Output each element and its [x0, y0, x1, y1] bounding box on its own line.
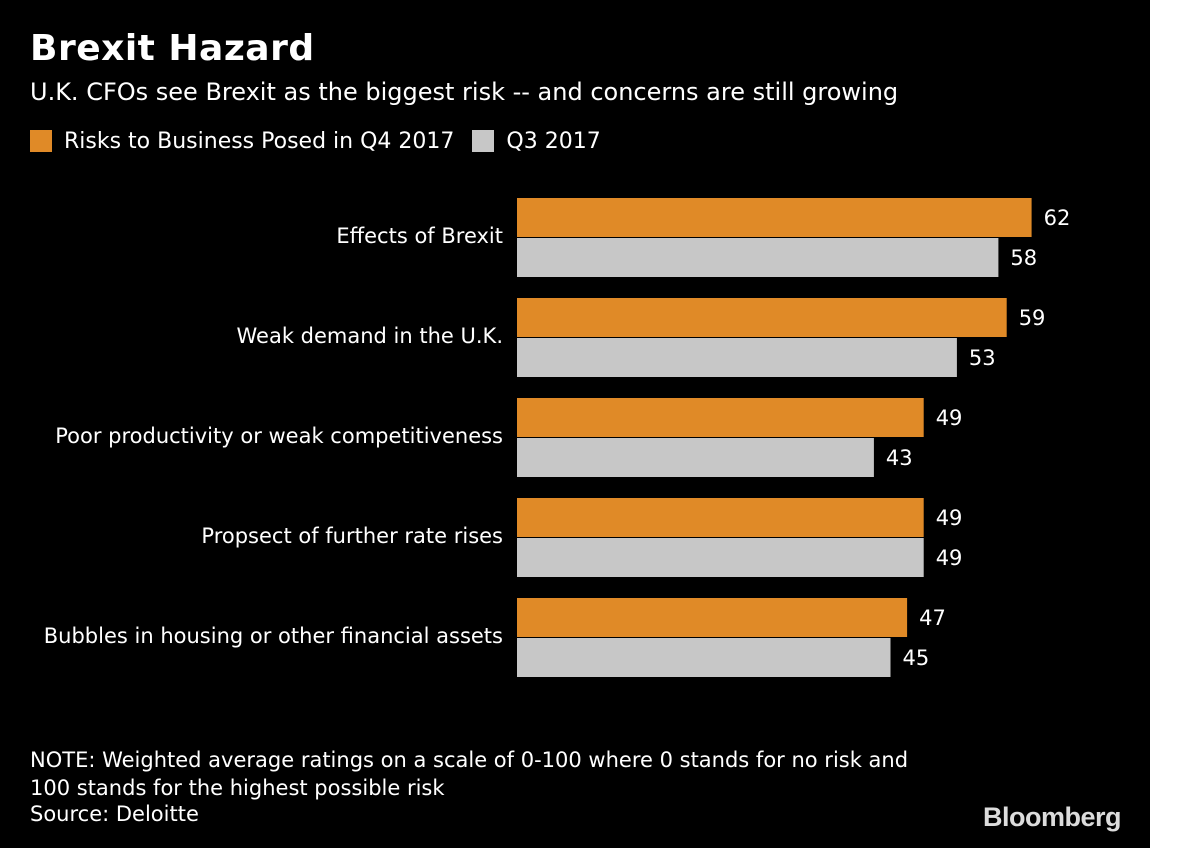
value-label-q4-bubbles-in-housing-or-other-financial-assets: 47: [919, 606, 946, 630]
bar-q4-propsect-of-further-rate-rises: [517, 498, 924, 537]
bar-chart: Effects of Brexit 62 58 Weak demand in the …: [44, 198, 1071, 677]
bar-q4-poor-productivity-or-weak-competitiveness: [517, 398, 924, 437]
category-label-effects-of-brexit: Effects of Brexit: [336, 224, 503, 248]
note-line-2: 100 stands for the highest possible risk: [30, 776, 445, 800]
value-label-q3-bubbles-in-housing-or-other-financial-assets: 45: [903, 646, 930, 670]
chart-source: Source: Deloitte: [30, 802, 199, 826]
bar-q4-weak-demand-in-the-u-k: [517, 298, 1007, 337]
bar-q3-effects-of-brexit: [517, 238, 999, 277]
legend-entry-q4: Risks to Business Posed in Q4 2017: [30, 129, 454, 154]
value-label-q4-propsect-of-further-rate-rises: 49: [936, 506, 963, 530]
value-label-q3-poor-productivity-or-weak-competitiveness: 43: [886, 446, 913, 470]
value-label-q3-effects-of-brexit: 58: [1010, 246, 1037, 270]
bloomberg-logo: Bloomberg: [983, 802, 1122, 832]
bar-q3-propsect-of-further-rate-rises: [517, 538, 924, 577]
legend-swatch-q4: [30, 130, 52, 152]
bar-q4-effects-of-brexit: [517, 198, 1032, 237]
bar-q4-bubbles-in-housing-or-other-financial-assets: [517, 598, 908, 637]
value-label-q4-poor-productivity-or-weak-competitiveness: 49: [936, 406, 963, 430]
value-label-q4-weak-demand-in-the-u-k: 59: [1019, 306, 1046, 330]
chart-subtitle: U.K. CFOs see Brexit as the biggest risk…: [30, 78, 899, 106]
legend-entry-q3: Q3 2017: [472, 128, 601, 154]
value-label-q3-weak-demand-in-the-u-k: 53: [969, 346, 996, 370]
value-label-q3-propsect-of-further-rate-rises: 49: [936, 546, 963, 570]
legend: Risks to Business Posed in Q4 2017 Q3 20…: [30, 126, 619, 156]
legend-label-q4: Risks to Business Posed in Q4 2017: [64, 128, 455, 154]
category-label-propsect-of-further-rate-rises: Propsect of further rate rises: [201, 524, 503, 548]
legend-label-q3: Q3 2017: [506, 128, 601, 154]
chart-frame: Brexit Hazard U.K. CFOs see Brexit as th…: [0, 0, 1150, 848]
bar-q3-bubbles-in-housing-or-other-financial-assets: [517, 638, 891, 677]
category-label-weak-demand-in-the-u-k: Weak demand in the U.K.: [237, 324, 504, 348]
bar-q3-weak-demand-in-the-u-k: [517, 338, 957, 377]
note-line-1: NOTE: Weighted average ratings on a scal…: [30, 748, 909, 772]
category-label-bubbles-in-housing-or-other-financial-assets: Bubbles in housing or other financial as…: [44, 624, 503, 648]
bar-q3-poor-productivity-or-weak-competitiveness: [517, 438, 874, 477]
legend-swatch-q3: [472, 130, 495, 152]
category-label-poor-productivity-or-weak-competitiveness: Poor productivity or weak competitivenes…: [55, 424, 503, 448]
chart-note: NOTE: Weighted average ratings on a scal…: [30, 746, 908, 802]
chart-title: Brexit Hazard: [30, 28, 315, 69]
value-label-q4-effects-of-brexit: 62: [1044, 206, 1071, 230]
